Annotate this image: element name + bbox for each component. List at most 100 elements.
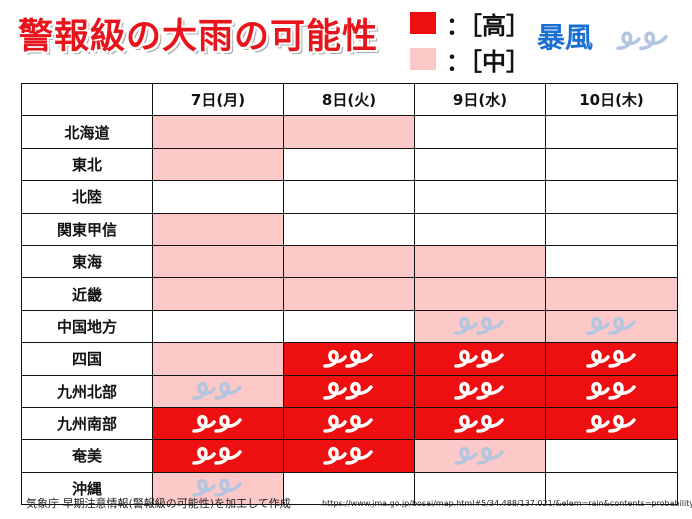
storm-icon	[454, 414, 504, 433]
table-row: 四国	[21, 342, 678, 376]
forecast-cell	[414, 374, 546, 408]
table-body: 北海道 東北 北陸 関東甲信 東海 近畿 中国地方 四国 九州北部 九州南部 奄美 沖縄	[21, 115, 678, 506]
forecast-cell	[152, 147, 284, 182]
forecast-cell	[152, 277, 284, 311]
forecast-cell	[545, 309, 678, 344]
forecast-cell	[414, 439, 546, 473]
table-row: 九州北部	[21, 374, 678, 408]
table-row: 北海道	[21, 115, 678, 149]
forecast-cell	[545, 439, 678, 473]
region-label: 東海	[21, 244, 153, 279]
forecast-cell	[152, 374, 284, 408]
storm-icon	[585, 414, 636, 433]
table-row: 中国地方	[21, 309, 678, 344]
storm-legend-label: 暴風	[537, 21, 594, 54]
forecast-cell	[283, 180, 415, 214]
storm-icon	[192, 479, 242, 498]
forecast-cell	[545, 471, 678, 506]
forecast-cell	[414, 180, 546, 214]
forecast-cell	[283, 147, 415, 182]
storm-icon	[585, 349, 636, 368]
forecast-cell	[545, 342, 678, 376]
column-header-day7: 7日(月)	[152, 82, 284, 117]
region-label: 奄美	[21, 439, 153, 473]
storm-icon	[323, 414, 373, 433]
storm-icon	[454, 382, 504, 400]
storm-icon	[192, 382, 242, 400]
forecast-cell	[283, 115, 415, 149]
region-label: 東北	[21, 147, 153, 182]
forecast-cell	[152, 309, 284, 344]
storm-icon	[454, 317, 504, 336]
forecast-cell	[545, 244, 678, 279]
warning-table: 7日(月) 8日(火) 9日(水) 10日(木) 北海道 東北 北陸 関東甲信 東海 近畿…	[21, 82, 678, 506]
forecast-cell	[283, 406, 415, 441]
storm-icon	[192, 414, 242, 433]
forecast-cell	[414, 147, 546, 182]
storm-icon	[323, 349, 373, 368]
storm-icon	[585, 382, 636, 400]
forecast-cell	[283, 439, 415, 473]
forecast-cell	[152, 342, 284, 376]
region-label: 四国	[21, 342, 153, 376]
storm-icon	[585, 317, 636, 336]
forecast-cell	[545, 277, 678, 311]
region-label: 近畿	[21, 277, 153, 311]
storm-icon	[454, 446, 504, 465]
column-header-day9: 9日(水)	[414, 82, 546, 117]
storm-icon	[192, 446, 242, 465]
table-row: 東海	[21, 244, 678, 279]
table-header-row: 7日(月) 8日(火) 9日(水) 10日(木)	[21, 82, 678, 117]
forecast-cell	[545, 406, 678, 441]
legend-swatch-high	[410, 12, 436, 34]
region-label: 九州北部	[21, 374, 153, 408]
forecast-cell	[152, 406, 284, 441]
forecast-cell	[414, 309, 546, 344]
forecast-cell	[414, 342, 546, 376]
legend-item-high: ：［高］	[410, 8, 530, 40]
legend-label-high: ：［高］	[446, 11, 530, 40]
table-corner-cell	[21, 82, 153, 117]
forecast-cell	[545, 180, 678, 214]
table-row: 九州南部	[21, 406, 678, 441]
forecast-cell	[414, 244, 546, 279]
storm-icon	[323, 446, 373, 465]
forecast-cell	[414, 406, 546, 441]
page-title: 警報級の大雨の可能性	[18, 17, 379, 57]
forecast-cell	[283, 309, 415, 344]
legend-swatch-mid	[410, 48, 436, 70]
legend: ：［高］ ：［中］	[410, 6, 530, 76]
storm-icon	[323, 382, 373, 400]
region-label: 中国地方	[21, 309, 153, 344]
forecast-cell	[152, 212, 284, 246]
forecast-cell	[414, 212, 546, 246]
column-header-day8: 8日(火)	[283, 82, 415, 117]
legend-label-mid: ：［中］	[446, 47, 530, 76]
source-url: https://www.jma.go.jp/bosai/map.html#5/3…	[322, 499, 692, 508]
forecast-cell	[414, 277, 546, 311]
region-label: 沖縄	[21, 471, 153, 506]
forecast-cell	[414, 471, 546, 506]
region-label: 北陸	[21, 180, 153, 214]
region-label: 九州南部	[21, 406, 153, 441]
forecast-cell	[414, 115, 546, 149]
storm-icon	[454, 349, 504, 368]
forecast-cell	[545, 147, 678, 182]
storm-icon	[616, 31, 668, 51]
table-row: 沖縄	[21, 471, 678, 506]
column-header-day10: 10日(木)	[545, 82, 678, 117]
table-row: 東北	[21, 147, 678, 182]
forecast-cell	[283, 277, 415, 311]
source-credit: 気象庁 早期注意情報(警報級の可能性)を加工して作成	[26, 497, 291, 510]
forecast-cell	[545, 115, 678, 149]
table-row: 北陸	[21, 180, 678, 214]
forecast-cell	[152, 180, 284, 214]
table-row: 奄美	[21, 439, 678, 473]
forecast-cell	[152, 439, 284, 473]
legend-item-mid: ：［中］	[410, 44, 530, 76]
forecast-cell	[545, 212, 678, 246]
table-row: 近畿	[21, 277, 678, 311]
forecast-cell	[283, 374, 415, 408]
table-row: 関東甲信	[21, 212, 678, 246]
forecast-cell	[283, 471, 415, 506]
